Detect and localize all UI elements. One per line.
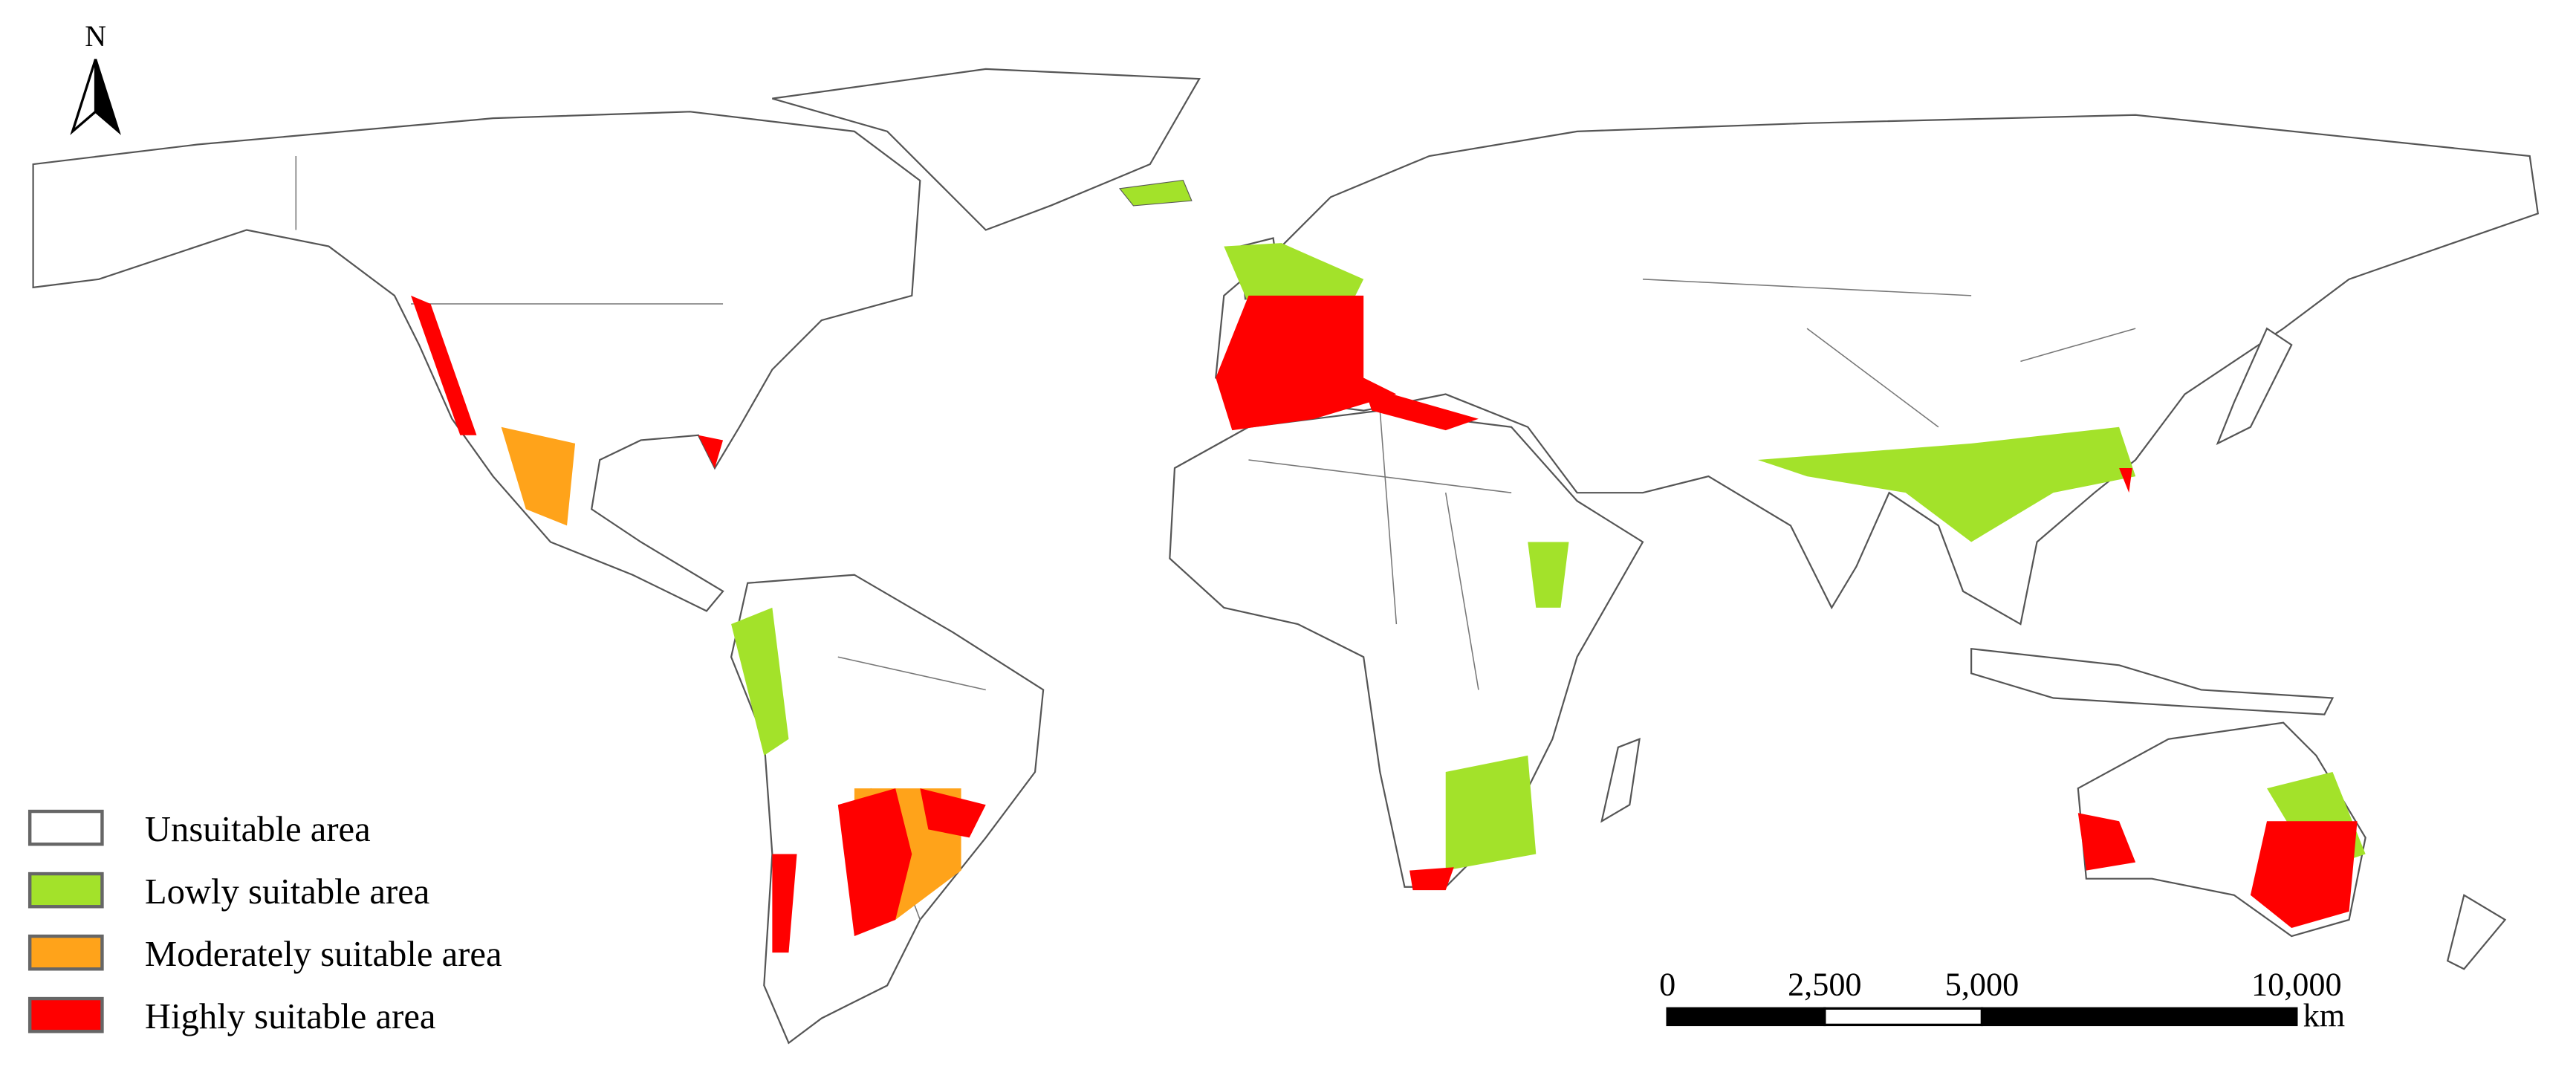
high-zone <box>2250 821 2358 928</box>
legend-swatch <box>27 996 104 1033</box>
high-zone <box>837 788 912 937</box>
legend-label: Highly suitable area <box>145 996 436 1036</box>
legend: Unsuitable area Lowly suitable area Modera… <box>27 809 502 1036</box>
arrow-right <box>94 59 121 135</box>
moderate-zone <box>501 426 576 526</box>
madagascar <box>1600 738 1641 823</box>
low-zone <box>1757 426 2136 542</box>
low-zone <box>1528 542 1569 608</box>
scale-unit: km <box>2303 998 2345 1034</box>
high-zone <box>1409 867 1454 891</box>
high-zone <box>1216 295 1397 431</box>
low-zone <box>731 607 789 756</box>
eurasia <box>1215 114 2539 626</box>
scale-label: 0 <box>1659 967 1675 1003</box>
indonesia <box>1970 647 2335 715</box>
scale-label: 2,500 <box>1788 967 1861 1003</box>
greenland <box>772 68 1201 231</box>
high-zone <box>2077 813 2136 871</box>
suitability-zones <box>411 181 2366 953</box>
high-zone <box>1363 386 1479 431</box>
borders <box>295 156 2136 921</box>
legend-label: Moderately suitable area <box>145 934 502 974</box>
north-arrow: N <box>70 20 121 135</box>
japan <box>2216 327 2293 446</box>
low-zone <box>1445 755 1537 871</box>
low-zone <box>1120 181 1192 206</box>
high-zone <box>2119 468 2132 493</box>
legend-swatch <box>27 809 104 846</box>
north-america <box>32 111 921 612</box>
scale-segment <box>1666 1007 1826 1027</box>
new-zealand <box>2446 894 2507 970</box>
high-zone <box>411 295 477 435</box>
legend-swatch <box>27 934 104 971</box>
legend-label: Lowly suitable area <box>145 872 429 912</box>
north-label: N <box>85 20 106 53</box>
scale-label: 10,000 <box>2251 967 2342 1003</box>
high-zone <box>772 854 797 953</box>
arrow-left <box>70 59 97 135</box>
scale-segment <box>1980 1007 2298 1027</box>
low-zone <box>1224 243 1364 313</box>
scale-label: 5,000 <box>1945 967 2019 1003</box>
scale-segment <box>1823 1007 1984 1027</box>
legend-swatch <box>27 872 104 909</box>
high-zone <box>698 435 724 469</box>
legend-label: Unsuitable area <box>145 809 371 849</box>
